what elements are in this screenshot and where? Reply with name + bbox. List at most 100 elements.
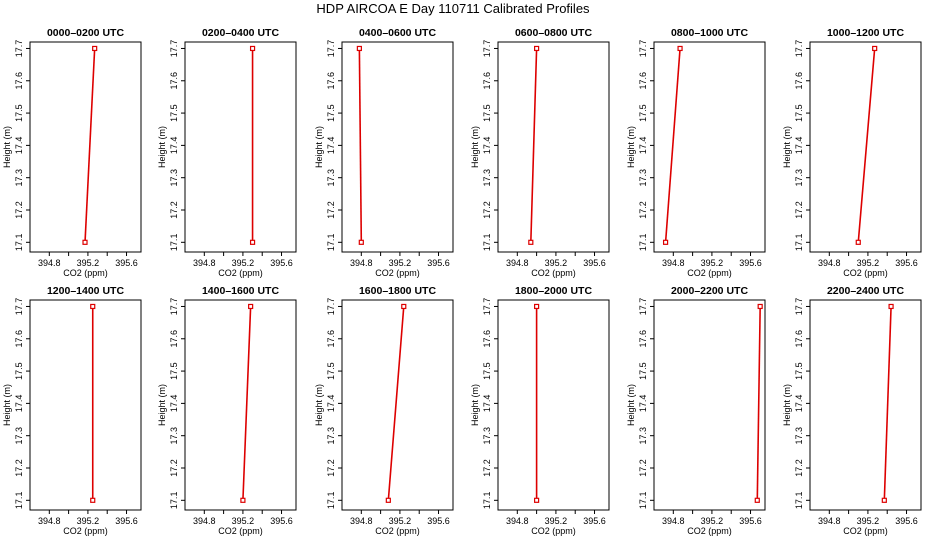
y-tick-label: 17.4 (482, 137, 492, 155)
panel-title: 0800–1000 UTC (671, 27, 748, 39)
x-axis-label: CO2 (ppm) (63, 268, 108, 278)
x-tick-label: 394.8 (350, 258, 373, 268)
y-tick-label: 17.2 (638, 201, 648, 219)
x-axis-label: CO2 (ppm) (843, 526, 888, 536)
profile-panel: 0600–0800 UTC 394.8 395.2 395.6 17.1 17.2 17.3… (470, 27, 610, 278)
y-tick-label: 17.4 (638, 395, 648, 413)
y-tick-label: 17.6 (794, 330, 804, 348)
data-point (528, 239, 534, 245)
y-tick-label: 17.2 (794, 201, 804, 219)
data-point (358, 239, 364, 245)
data-point (754, 497, 760, 503)
y-tick-label: 17.6 (14, 330, 24, 348)
y-tick-label: 17.3 (794, 169, 804, 187)
y-axis-label: Height (m) (314, 384, 324, 426)
data-point (249, 45, 256, 52)
y-tick-label: 17.6 (638, 72, 648, 90)
y-tick-label: 17.6 (482, 330, 492, 348)
profile-panel: 1600–1800 UTC 394.8 395.2 395.6 17.1 17.2 17.3… (314, 285, 454, 536)
y-tick-label: 17.3 (14, 169, 24, 187)
profile-panel: 0000–0200 UTC 394.8 395.2 395.6 17.1 17.2 17.3… (2, 27, 142, 278)
x-tick-label: 394.8 (193, 516, 216, 526)
y-tick-label: 17.4 (14, 137, 24, 155)
y-tick-label: 17.1 (169, 492, 179, 510)
y-tick-label: 17.5 (169, 362, 179, 380)
y-axis-label: Height (m) (470, 126, 480, 168)
y-tick-label: 17.2 (14, 459, 24, 477)
y-tick-label: 17.6 (169, 330, 179, 348)
plot-frame (29, 299, 142, 511)
y-tick-label: 17.1 (482, 234, 492, 252)
y-tick-label: 17.1 (326, 234, 336, 252)
x-tick-label: 394.8 (38, 258, 61, 268)
y-tick-label: 17.5 (638, 104, 648, 122)
y-tick-label: 17.3 (638, 169, 648, 187)
x-tick-label: 394.8 (506, 516, 529, 526)
x-tick-label: 395.2 (77, 258, 100, 268)
x-axis-label: CO2 (ppm) (843, 268, 888, 278)
profile-panel: 1400–1600 UTC 394.8 395.2 395.6 17.1 17.2 17.3… (157, 285, 297, 536)
plot-frame (497, 41, 610, 253)
y-tick-label: 17.6 (482, 72, 492, 90)
profile-panel: 1200–1400 UTC 394.8 395.2 395.6 17.1 17.2 17.3… (2, 285, 142, 536)
x-tick-label: 394.8 (818, 258, 841, 268)
data-point (240, 497, 246, 503)
y-tick-label: 17.7 (794, 40, 804, 58)
y-tick-label: 17.4 (326, 395, 336, 413)
x-tick-label: 395.2 (389, 516, 412, 526)
y-tick-label: 17.3 (169, 169, 179, 187)
y-axis-label: Height (m) (626, 384, 636, 426)
x-tick-label: 394.8 (662, 516, 685, 526)
profile-panel: 0800–1000 UTC 394.8 395.2 395.6 17.1 17.2 17.3… (626, 27, 766, 278)
figure-title: HDP AIRCOA E Day 110711 Calibrated Profi… (316, 1, 590, 16)
x-tick-label: 395.6 (270, 258, 293, 268)
y-tick-label: 17.5 (482, 104, 492, 122)
x-tick-label: 395.2 (232, 516, 255, 526)
x-tick-label: 395.2 (857, 258, 880, 268)
y-tick-label: 17.2 (482, 459, 492, 477)
x-tick-label: 395.6 (115, 516, 138, 526)
data-point (881, 497, 887, 503)
y-tick-label: 17.2 (326, 201, 336, 219)
profile-line (387, 306, 405, 501)
x-tick-label: 394.8 (350, 516, 373, 526)
x-axis-label: CO2 (ppm) (375, 268, 420, 278)
y-tick-label: 17.7 (794, 298, 804, 316)
plot-frame (809, 41, 922, 253)
y-axis-label: Height (m) (157, 384, 167, 426)
x-tick-label: 395.6 (895, 258, 918, 268)
plot-frame (184, 299, 297, 511)
x-axis-label: CO2 (ppm) (687, 526, 732, 536)
panel-title: 1200–1400 UTC (47, 285, 124, 297)
data-point (855, 239, 861, 245)
y-tick-label: 17.7 (326, 40, 336, 58)
y-tick-label: 17.5 (794, 362, 804, 380)
plot-frame (653, 41, 766, 253)
x-tick-label: 395.6 (427, 516, 450, 526)
y-axis-label: Height (m) (2, 126, 12, 168)
y-tick-label: 17.7 (638, 298, 648, 316)
y-tick-label: 17.5 (638, 362, 648, 380)
plot-frame (497, 299, 610, 511)
y-tick-label: 17.5 (482, 362, 492, 380)
profile-panel: 1800–2000 UTC 394.8 395.2 395.6 17.1 17.2 17.3… (470, 285, 610, 536)
y-tick-label: 17.6 (638, 330, 648, 348)
x-tick-label: 395.2 (389, 258, 412, 268)
y-tick-label: 17.7 (14, 40, 24, 58)
x-tick-label: 395.6 (427, 258, 450, 268)
y-tick-label: 17.6 (794, 72, 804, 90)
y-tick-label: 17.2 (169, 201, 179, 219)
y-tick-label: 17.4 (14, 395, 24, 413)
y-tick-label: 17.5 (14, 362, 24, 380)
y-tick-label: 17.2 (169, 459, 179, 477)
data-point (385, 497, 391, 503)
data-point (401, 303, 407, 310)
y-tick-label: 17.7 (482, 298, 492, 316)
profile-line (883, 306, 892, 501)
y-tick-label: 17.6 (169, 72, 179, 90)
y-tick-label: 17.5 (169, 104, 179, 122)
x-tick-label: 395.2 (701, 258, 724, 268)
y-tick-label: 17.7 (638, 40, 648, 58)
y-tick-label: 17.3 (794, 427, 804, 445)
profile-line (756, 306, 761, 501)
